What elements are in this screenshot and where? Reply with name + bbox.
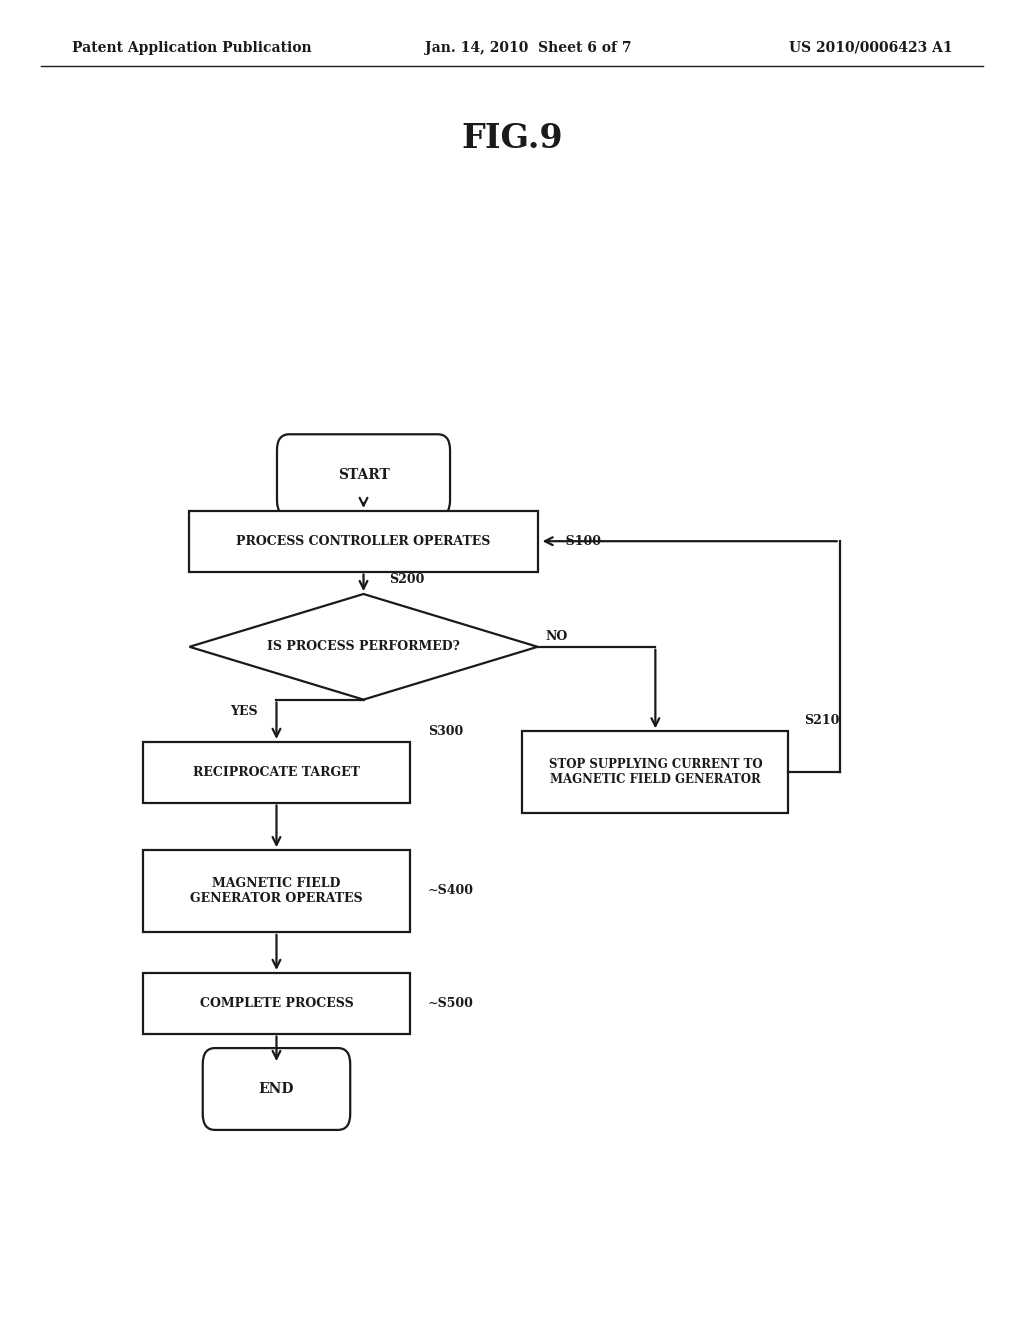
Text: Jan. 14, 2010  Sheet 6 of 7: Jan. 14, 2010 Sheet 6 of 7 [425,41,632,54]
Text: US 2010/0006423 A1: US 2010/0006423 A1 [788,41,952,54]
Bar [143,850,410,932]
FancyBboxPatch shape [276,434,450,516]
Text: YES: YES [230,705,258,718]
Text: COMPLETE PROCESS: COMPLETE PROCESS [200,997,353,1010]
Polygon shape [189,594,538,700]
Text: IS PROCESS PERFORMED?: IS PROCESS PERFORMED? [267,640,460,653]
Text: ~S500: ~S500 [428,997,474,1010]
Bar [522,731,788,813]
Text: S200: S200 [389,573,425,586]
Text: STOP SUPPLYING CURRENT TO
MAGNETIC FIELD GENERATOR: STOP SUPPLYING CURRENT TO MAGNETIC FIELD… [549,758,762,787]
Text: FIG.9: FIG.9 [461,121,563,154]
Text: START: START [338,469,389,482]
Bar [143,973,410,1034]
Text: ~S400: ~S400 [428,884,474,898]
Text: MAGNETIC FIELD
GENERATOR OPERATES: MAGNETIC FIELD GENERATOR OPERATES [190,876,362,906]
Text: ~S100: ~S100 [556,535,602,548]
Text: Patent Application Publication: Patent Application Publication [72,41,311,54]
Text: S210: S210 [804,714,840,727]
Text: PROCESS CONTROLLER OPERATES: PROCESS CONTROLLER OPERATES [237,535,490,548]
Bar [143,742,410,803]
Text: END: END [259,1082,294,1096]
Text: RECIPROCATE TARGET: RECIPROCATE TARGET [194,766,359,779]
Bar [189,511,538,572]
Text: S300: S300 [428,725,463,738]
FancyBboxPatch shape [203,1048,350,1130]
Text: NO: NO [546,630,568,643]
